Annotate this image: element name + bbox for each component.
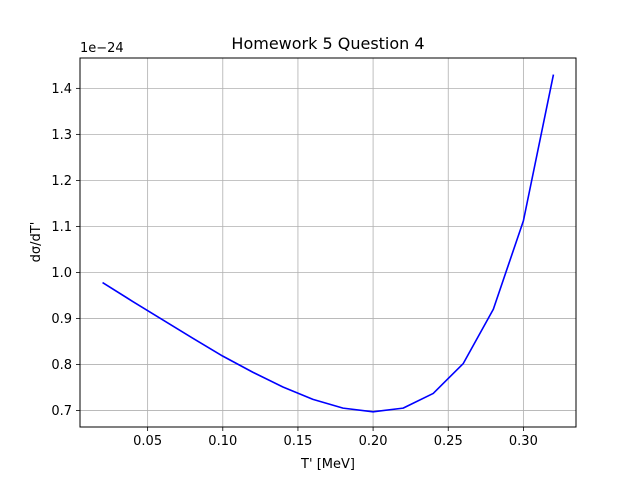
y-tick-label: 0.7 <box>51 404 72 419</box>
y-axis-label: dσ/dT' <box>29 222 44 263</box>
x-tick-label: 0.05 <box>133 434 162 449</box>
chart-title: Homework 5 Question 4 <box>231 34 424 53</box>
series-line <box>102 74 555 413</box>
x-tick-label: 0.15 <box>283 434 312 449</box>
x-tick-label: 0.30 <box>509 434 538 449</box>
y-tick-label: 0.8 <box>51 358 72 373</box>
x-axis: 0.05 0.10 0.15 0.20 0.25 0.30 <box>133 427 538 449</box>
x-tick-label: 0.25 <box>434 434 463 449</box>
y-tick-label: 0.9 <box>51 312 72 327</box>
y-tick-label: 1.4 <box>51 82 72 97</box>
y-tick-label: 1.3 <box>51 128 72 143</box>
y-tick-label: 1.0 <box>51 266 72 281</box>
series-layer <box>102 74 555 413</box>
x-tick-label: 0.10 <box>208 434 237 449</box>
grid <box>80 58 576 427</box>
plot-frame <box>79 57 577 428</box>
x-axis-label: T' [MeV] <box>300 457 355 472</box>
y-tick-label: 1.1 <box>51 220 72 235</box>
x-tick-label: 0.20 <box>359 434 388 449</box>
y-axis-offset-text: 1e−24 <box>80 41 124 56</box>
y-axis: 0.7 0.8 0.9 1.0 1.1 1.2 1.3 1.4 <box>51 82 80 419</box>
y-tick-label: 1.2 <box>51 174 72 189</box>
